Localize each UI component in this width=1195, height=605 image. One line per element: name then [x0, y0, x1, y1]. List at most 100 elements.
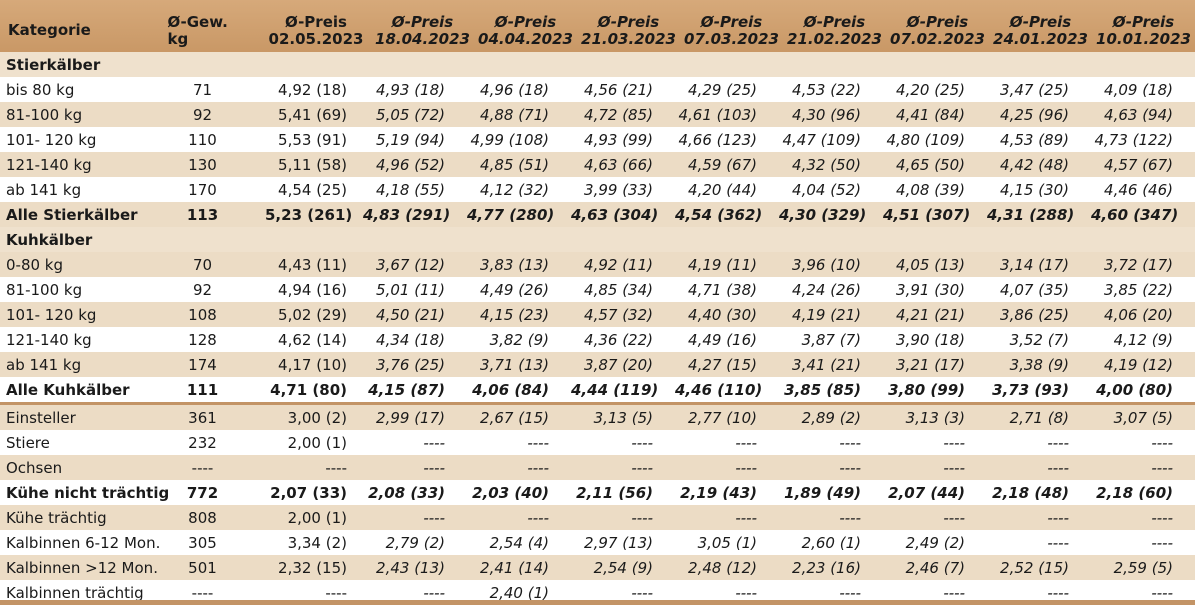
- header-preis-label: Ø-Preis: [494, 12, 557, 31]
- price-cell: 2,52 (15): [1000, 558, 1069, 577]
- table-row: 81-100 kg 92 5,41 (69) 5,05 (72) 4,88 (71) 4,…: [0, 102, 1195, 127]
- price-cell: ----: [735, 583, 757, 602]
- price-cell: ----: [1047, 433, 1069, 452]
- row-gewicht: 111: [186, 380, 219, 399]
- row-gewicht: 92: [192, 105, 213, 124]
- header-date: 07.02.2023: [890, 29, 985, 48]
- price-cell: 4,44 (119): [571, 380, 659, 399]
- price-cell: 4,56 (21): [584, 80, 653, 99]
- section-row: Kuhkälber: [0, 227, 1195, 252]
- price-cell: 3,07 (5): [1113, 408, 1173, 427]
- price-cell: 4,53 (89): [1000, 130, 1069, 149]
- price-cell: ----: [1047, 583, 1069, 602]
- header-preis-label: Ø-Preis: [1112, 12, 1175, 31]
- price-cell: ----: [735, 508, 757, 527]
- price-cell: 4,40 (30): [688, 305, 757, 324]
- price-cell: ----: [1151, 458, 1173, 477]
- price-cell: 1,89 (49): [784, 483, 861, 502]
- header-preis-3: Ø-Preis 21.03.2023: [577, 0, 680, 52]
- price-cell: 3,91 (30): [896, 280, 965, 299]
- price-cell: ----: [527, 508, 549, 527]
- price-cell: ----: [1047, 508, 1069, 527]
- price-cell: 4,21 (21): [896, 305, 965, 324]
- price-cell: ----: [1151, 433, 1173, 452]
- row-gewicht: 501: [188, 558, 217, 577]
- price-cell: 4,27 (15): [688, 355, 757, 374]
- price-cell: 2,00 (1): [287, 433, 347, 452]
- row-label: ab 141 kg: [6, 180, 82, 199]
- price-cell: ----: [1151, 508, 1173, 527]
- price-cell: 4,88 (71): [480, 105, 549, 124]
- row-label: Kalbinnen trächtig: [6, 583, 144, 602]
- price-cell: ----: [631, 433, 653, 452]
- price-cell: 3,82 (9): [489, 330, 549, 349]
- total-row: Kühe nicht trächtig 772 2,07 (33) 2,08 (33)…: [0, 480, 1195, 505]
- header-preis-label: Ø-Preis: [906, 12, 969, 31]
- price-cell: ----: [943, 508, 965, 527]
- price-cell: 3,05 (1): [697, 533, 757, 552]
- row-gewicht: 174: [188, 355, 217, 374]
- price-cell: 2,43 (13): [376, 558, 445, 577]
- price-cell: ----: [839, 458, 861, 477]
- price-cell: 4,85 (34): [584, 280, 653, 299]
- price-cell: 5,05 (72): [376, 105, 445, 124]
- price-cell: ----: [839, 508, 861, 527]
- row-label: Kalbinnen 6-12 Mon.: [6, 533, 161, 552]
- row-label: 81-100 kg: [6, 105, 83, 124]
- price-cell: 4,30 (329): [779, 205, 867, 224]
- price-cell: 2,18 (48): [992, 483, 1069, 502]
- price-cell: 4,57 (67): [1104, 155, 1173, 174]
- price-cell: 4,30 (96): [792, 105, 861, 124]
- header-preis-label: Ø-Preis: [700, 12, 763, 31]
- price-cell: 4,53 (22): [792, 80, 861, 99]
- price-cell: 3,85 (22): [1104, 280, 1173, 299]
- price-cell: 3,13 (5): [593, 408, 653, 427]
- row-label: Kühe nicht trächtig: [6, 483, 170, 502]
- price-cell: 4,06 (20): [1104, 305, 1173, 324]
- price-cell: 3,38 (9): [1009, 355, 1069, 374]
- total-row: Alle Stierkälber 113 5,23 (261) 4,83 (291) 4…: [0, 202, 1195, 227]
- header-preis-5: Ø-Preis 21.02.2023: [783, 0, 886, 52]
- table-row: Kalbinnen 6-12 Mon. 305 3,34 (2) 2,79 (2) 2,…: [0, 530, 1195, 555]
- price-cell: ----: [527, 458, 549, 477]
- price-cell: 4,93 (99): [584, 130, 653, 149]
- price-cell: 2,97 (13): [584, 533, 653, 552]
- price-cell: ----: [423, 433, 445, 452]
- price-cell: 3,14 (17): [1000, 255, 1069, 274]
- table-row: bis 80 kg 71 4,92 (18) 4,93 (18) 4,96 (18) 4,…: [0, 77, 1195, 102]
- price-cell: 4,15 (30): [1000, 180, 1069, 199]
- table-row: 101- 120 kg 110 5,53 (91) 5,19 (94) 4,99 (10…: [0, 127, 1195, 152]
- price-cell: 2,79 (2): [385, 533, 445, 552]
- bottom-border: [0, 600, 1195, 605]
- price-cell: 4,19 (21): [792, 305, 861, 324]
- price-cell: 4,24 (26): [792, 280, 861, 299]
- price-cell: 2,67 (15): [480, 408, 549, 427]
- price-cell: ----: [839, 583, 861, 602]
- price-cell: 3,83 (13): [480, 255, 549, 274]
- price-cell: 4,61 (103): [678, 105, 757, 124]
- price-cell: ----: [735, 458, 757, 477]
- price-cell: 4,63 (304): [571, 205, 659, 224]
- price-cell: 4,09 (18): [1104, 80, 1173, 99]
- price-cell: 4,05 (13): [896, 255, 965, 274]
- price-cell: 2,46 (7): [905, 558, 965, 577]
- price-cell: 4,49 (16): [688, 330, 757, 349]
- price-cell: 3,13 (3): [905, 408, 965, 427]
- header-preis-7: Ø-Preis 24.01.2023: [989, 0, 1092, 52]
- price-cell: 2,18 (60): [1096, 483, 1173, 502]
- price-cell: 4,65 (50): [896, 155, 965, 174]
- table-row: Kalbinnen >12 Mon. 501 2,32 (15) 2,43 (13) 2…: [0, 555, 1195, 580]
- price-cell: 4,54 (362): [675, 205, 763, 224]
- row-label: Alle Stierkälber: [6, 205, 138, 224]
- row-label: 101- 120 kg: [6, 305, 97, 324]
- price-cell: 4,42 (48): [1000, 155, 1069, 174]
- price-cell: 4,83 (291): [363, 205, 451, 224]
- row-gewicht: 808: [188, 508, 217, 527]
- price-cell: 3,72 (17): [1104, 255, 1173, 274]
- header-date: 07.03.2023: [684, 29, 779, 48]
- header-preis-6: Ø-Preis 07.02.2023: [886, 0, 989, 52]
- table-row: Einsteller 361 3,00 (2) 2,99 (17) 2,67 (15) 3…: [0, 402, 1195, 430]
- price-cell: 2,03 (40): [472, 483, 549, 502]
- total-row: Alle Kuhkälber 111 4,71 (80) 4,15 (87) 4,06 …: [0, 377, 1195, 402]
- price-cell: 3,80 (99): [888, 380, 965, 399]
